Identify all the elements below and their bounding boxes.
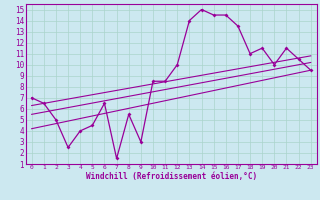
X-axis label: Windchill (Refroidissement éolien,°C): Windchill (Refroidissement éolien,°C) [86, 172, 257, 181]
